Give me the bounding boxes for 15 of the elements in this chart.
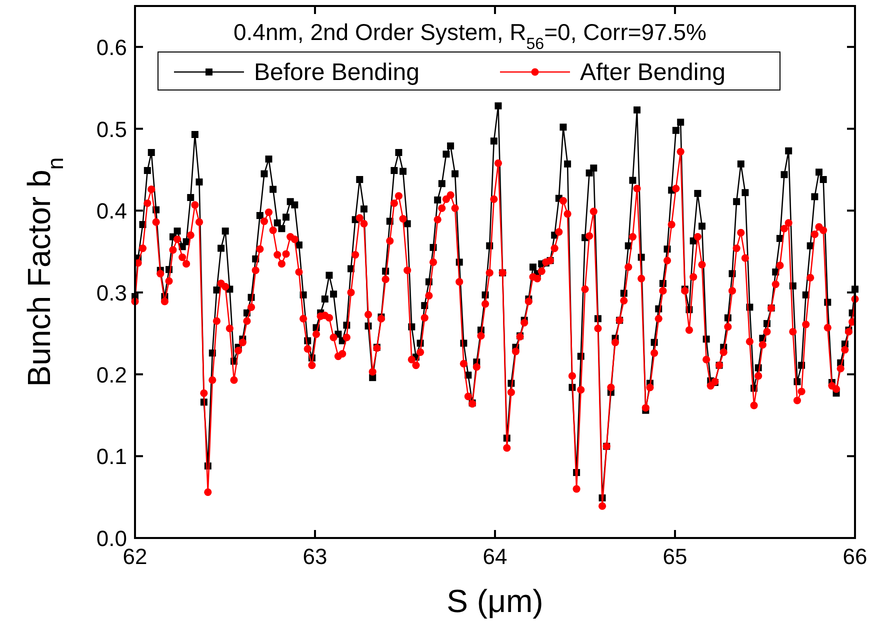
- legend-label: Before Bending: [254, 59, 420, 86]
- y-tick-label: 0.4: [96, 198, 127, 224]
- text: 0.4nm, 2nd Order System, R$_{56}$=0, Corr=97.5%: [233, 19, 707, 53]
- y-tick-label: 0.5: [96, 116, 127, 142]
- x-tick-label: 63: [302, 544, 328, 569]
- y-tick-label: 0.0: [96, 526, 127, 551]
- y-tick-label: 0.3: [96, 280, 127, 306]
- x-axis-title: S (μm): [446, 583, 544, 619]
- x-tick-label: 64: [482, 544, 508, 569]
- y-tick-label: 0.2: [96, 362, 127, 388]
- y-tick-label: 0.1: [96, 444, 127, 470]
- x-tick-label: 65: [662, 544, 688, 569]
- x-tick-label: 66: [842, 544, 868, 569]
- y-tick-label: 0.6: [96, 34, 127, 60]
- legend-label: After Bending: [580, 59, 726, 86]
